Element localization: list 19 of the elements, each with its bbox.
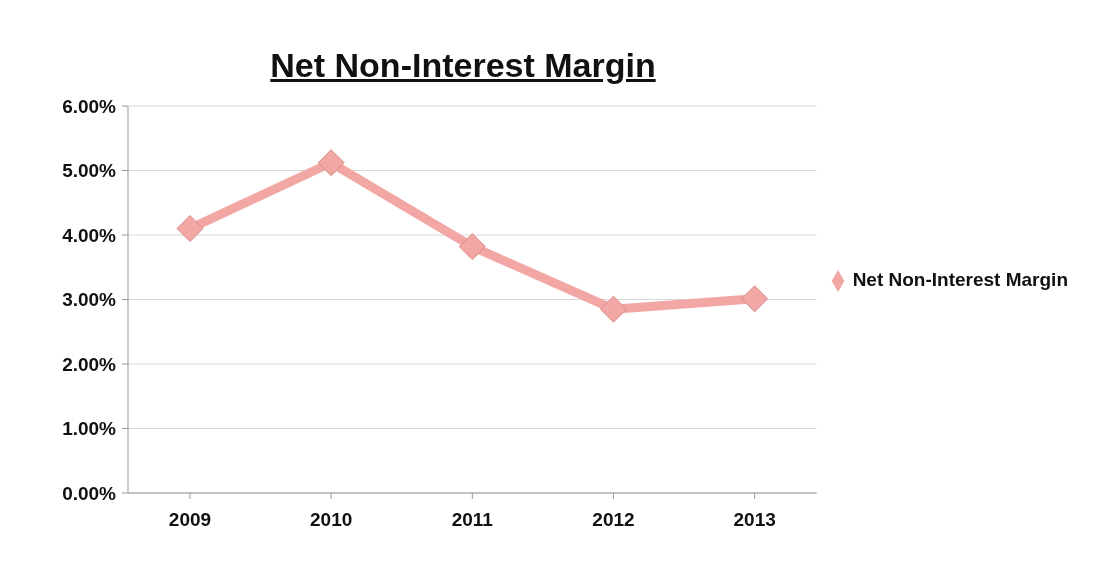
y-tick-label: 1.00% (62, 418, 117, 440)
y-tick-label: 0.00% (62, 482, 117, 504)
y-tick-label: 2.00% (62, 353, 117, 375)
point (317, 149, 345, 177)
x-tick-label: 2013 (733, 509, 776, 531)
point (741, 285, 769, 313)
x-tick-label: 2011 (451, 509, 494, 531)
point (458, 233, 486, 261)
y-tick-label: 5.00% (62, 160, 117, 182)
point (599, 295, 627, 323)
point (176, 215, 204, 243)
x-tick-label: 2012 (592, 509, 635, 531)
y-tick-label: 6.00% (62, 95, 117, 117)
x-tick-label: 2009 (168, 509, 212, 531)
chart-title: Net Non-Interest Margin (269, 46, 657, 85)
y-tick-label: 3.00% (62, 289, 117, 311)
x-tick-label: 2010 (310, 509, 353, 531)
legend-label: Net Non-Interest Margin (852, 269, 1068, 290)
y-tick-label: 4.00% (62, 224, 117, 246)
